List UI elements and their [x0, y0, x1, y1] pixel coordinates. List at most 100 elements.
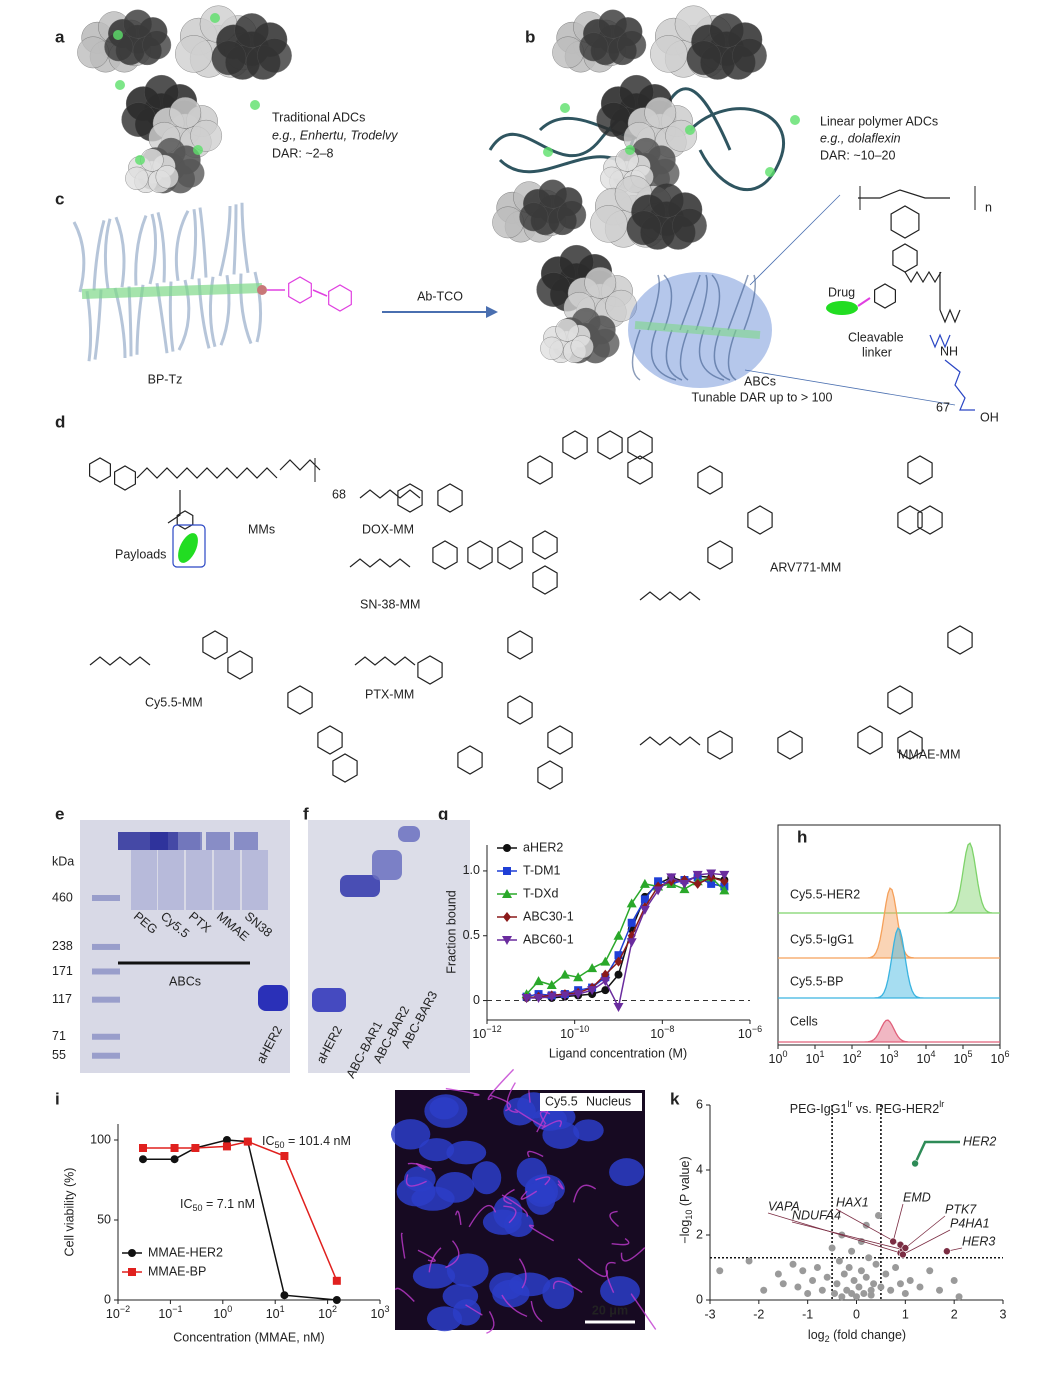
chart-title: PEG-IgG1lr vs. PEG-HER2lr — [790, 1099, 945, 1116]
compound-label: MMAE-MM — [898, 747, 961, 761]
membrane — [501, 1194, 529, 1218]
abc-chain — [727, 274, 749, 331]
bottlebrush-side-chain — [198, 207, 208, 278]
bottlebrush-backbone — [81, 283, 263, 299]
bond-chain — [939, 308, 961, 324]
y-tick-label: 2 — [696, 1227, 703, 1241]
point — [867, 1286, 875, 1294]
x-tick-label-part: 10 — [213, 1307, 227, 1321]
point — [862, 1273, 870, 1281]
abc-chain — [711, 274, 721, 331]
point — [874, 1212, 882, 1219]
panel-label: g — [438, 804, 448, 823]
nucleus — [573, 1119, 604, 1142]
annotation-part: 50 — [275, 1140, 285, 1150]
stain-label: Cy5.5 — [545, 1094, 578, 1108]
membrane — [620, 1247, 646, 1262]
point — [600, 956, 611, 966]
x-axis-label-part: (fold change) — [830, 1328, 906, 1342]
product-note: Tunable DAR up to > 100 — [692, 390, 833, 404]
ring — [317, 725, 343, 755]
protein-domain — [650, 35, 688, 73]
bond-chain — [929, 333, 951, 349]
histogram — [778, 927, 1000, 999]
x-tick-label: 101 — [266, 1304, 285, 1321]
point — [600, 977, 611, 987]
x-tick-label: 102 — [318, 1304, 337, 1321]
point — [916, 1283, 924, 1291]
zoom-line — [749, 194, 841, 286]
ring — [627, 430, 653, 460]
highlight-point — [899, 1250, 907, 1259]
legend-label: T-DM1 — [523, 863, 561, 877]
payload-glow — [210, 13, 220, 23]
x-tick-label-part: 2 — [332, 1304, 337, 1314]
membrane — [445, 1240, 460, 1269]
repeat-n: n — [985, 200, 992, 214]
axis — [486, 845, 750, 1021]
protein-domain — [155, 165, 179, 189]
x-tick-label-part: 10 — [843, 1052, 857, 1066]
membrane — [518, 1258, 527, 1289]
x-tick-label-part: −1 — [172, 1304, 182, 1314]
highlight-point — [911, 1159, 919, 1168]
ring — [627, 455, 653, 485]
compound-label: ARV771-MM — [770, 560, 841, 574]
point — [170, 1155, 179, 1164]
y-tick-label: 4 — [696, 1162, 703, 1176]
protein-domain — [142, 30, 172, 60]
abc-chain — [679, 329, 689, 381]
abc-chain — [631, 329, 641, 381]
x-axis-label: Concentration (MMAE, nM) — [173, 1330, 324, 1344]
point — [707, 879, 716, 888]
drug-label: Drug — [828, 285, 855, 299]
x-tick-label: 10−2 — [106, 1304, 130, 1321]
x-tick-label-part: 10 — [106, 1307, 120, 1321]
nucleus — [412, 1263, 456, 1289]
point — [332, 1276, 341, 1285]
bond-chain — [904, 270, 942, 284]
bottlebrush-side-chain — [190, 209, 198, 280]
point — [139, 1155, 148, 1164]
x-tick-label-part: 10 — [954, 1052, 968, 1066]
band — [398, 826, 420, 842]
panel-label: f — [303, 804, 309, 823]
protein-domain — [672, 208, 707, 243]
point — [587, 986, 598, 996]
nucleus — [532, 1107, 567, 1131]
ring — [287, 685, 313, 715]
protein-domain — [123, 9, 153, 39]
legend-label: ABC60-1 — [523, 932, 574, 946]
bottlebrush-side-chain — [219, 274, 231, 346]
point — [813, 1264, 821, 1271]
zoom-line — [744, 369, 956, 406]
protein-domain — [234, 13, 270, 48]
unit-label: kDa — [52, 854, 74, 868]
group-label: ABCs — [169, 974, 201, 988]
point — [559, 969, 570, 979]
point — [614, 970, 623, 979]
y-tick-label: 0 — [104, 1292, 111, 1306]
gene-label: HER3 — [962, 1234, 995, 1248]
point — [838, 1293, 846, 1301]
panel-label: e — [55, 804, 64, 823]
x-tick-label-part: 5 — [967, 1049, 972, 1059]
panel-label: b — [525, 27, 535, 46]
y-axis-label-part: −log — [678, 1220, 692, 1244]
point — [896, 1280, 904, 1288]
bond-chain — [89, 656, 151, 666]
x-tick-label-part: −2 — [120, 1304, 130, 1314]
row-label: Cells — [790, 1014, 818, 1028]
ring — [907, 455, 933, 485]
point — [833, 1280, 841, 1288]
ring — [507, 695, 533, 725]
triazole — [167, 490, 181, 524]
stain-label: Nucleus — [586, 1094, 631, 1108]
ring — [892, 243, 918, 273]
nucleus — [526, 1180, 556, 1215]
point — [533, 993, 544, 1003]
abc-chain — [665, 329, 683, 381]
protein-domain — [190, 119, 223, 152]
membrane — [506, 1082, 518, 1114]
x-tick-label-part: 6 — [1004, 1049, 1009, 1059]
